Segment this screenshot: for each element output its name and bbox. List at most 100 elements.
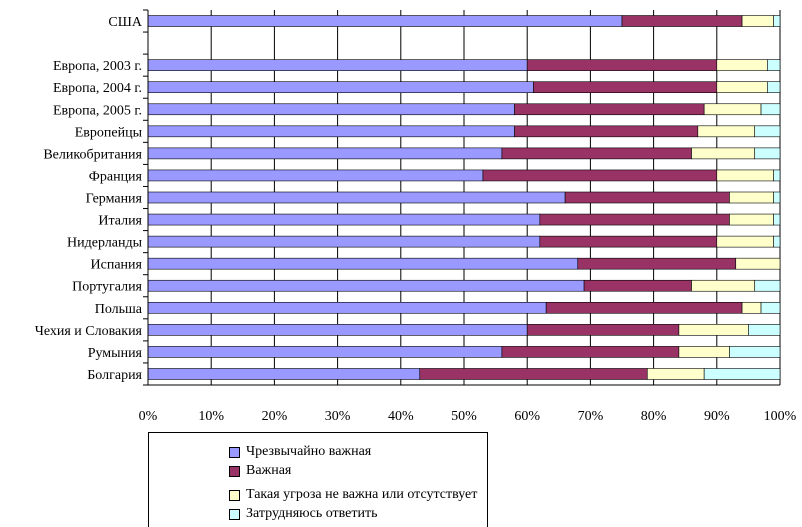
bar-segment	[533, 81, 718, 94]
bar-segment	[147, 59, 528, 71]
bar-segment	[735, 257, 781, 270]
bar-segment	[678, 346, 730, 358]
legend-item-important: Важная	[229, 462, 291, 480]
bar-segment	[767, 81, 781, 94]
bar-segment	[501, 346, 680, 358]
bar-segment	[419, 368, 648, 380]
bar-segment	[646, 368, 705, 380]
legend-label: Такая угроза не важна или отсутствует	[246, 487, 478, 502]
x-tick-label: 30%	[325, 409, 351, 424]
x-tick-label: 0%	[139, 409, 158, 424]
bar-segment	[147, 213, 541, 226]
bar-segment	[754, 279, 781, 292]
legend-item-extremely-important: Чрезвычайно важная	[229, 443, 371, 461]
legend-label: Затрудняюсь ответить	[246, 506, 378, 521]
legend-label: Чрезвычайно важная	[246, 444, 372, 459]
category-label: Болгария	[87, 368, 142, 383]
bar-segment	[147, 103, 515, 116]
bar-segment	[760, 103, 781, 116]
bar-segment	[501, 147, 692, 160]
bar-segment	[147, 257, 579, 270]
bar-segment	[147, 15, 623, 27]
bar-segment	[147, 169, 484, 182]
bar-segment	[147, 235, 541, 248]
category-labels: США Европа, 2003 г. Европа, 2004 г. Европа,…	[35, 15, 143, 383]
bar-segment	[147, 324, 528, 336]
bar-segment	[147, 191, 566, 204]
legend-item-not-important: Такая угроза не важна или отсутствует	[229, 486, 477, 504]
bar-segment	[539, 235, 718, 248]
bar-segment	[583, 279, 692, 292]
bar-segment	[754, 125, 781, 138]
bar-segment	[526, 59, 718, 71]
bar-segment	[741, 301, 762, 314]
category-label: Румыния	[88, 346, 143, 361]
category-label: Европа, 2003 г.	[53, 59, 142, 74]
legend-swatch	[229, 489, 240, 501]
bar-segment	[773, 191, 781, 204]
bar-segment	[691, 279, 756, 292]
bar-segment	[716, 235, 774, 248]
bar-segment	[729, 346, 781, 358]
bar-segment	[691, 147, 756, 160]
x-tick-label: 100%	[764, 409, 797, 424]
x-tick-label: 20%	[262, 409, 288, 424]
x-tick-label: 50%	[451, 409, 477, 424]
x-tick-label: 90%	[704, 409, 730, 424]
category-label: Европа, 2005 г.	[53, 103, 142, 118]
category-label: Чехия и Словакия	[35, 324, 143, 339]
bar-segment	[703, 368, 781, 380]
legend-swatch	[229, 465, 240, 477]
bar-segment	[577, 257, 737, 270]
category-label: Испания	[91, 258, 143, 273]
bar-segment	[697, 125, 756, 138]
category-label: Германия	[86, 192, 143, 207]
bar-segment	[729, 213, 774, 226]
bar-segment	[147, 147, 503, 160]
x-tick-labels: 0% 10% 20% 30% 40% 50% 60% 70% 80% 90% 100%	[139, 409, 797, 424]
bar-segment	[678, 324, 749, 336]
stacked-bar-chart: США Европа, 2003 г. Европа, 2004 г. Европа,…	[35, 9, 797, 424]
x-tick-label: 10%	[198, 409, 224, 424]
category-label: Франция	[89, 169, 143, 184]
bar-segment	[703, 103, 762, 116]
bar-segment	[147, 368, 421, 380]
bar-segment	[564, 191, 730, 204]
bar-segment	[147, 301, 547, 314]
bars	[147, 15, 781, 380]
bar-segment	[716, 169, 774, 182]
axes	[143, 9, 780, 386]
bar-segment	[545, 301, 743, 314]
bar-segment	[539, 213, 730, 226]
x-tick-label: 60%	[514, 409, 540, 424]
bar-segment	[147, 125, 515, 138]
category-label: США	[108, 15, 142, 30]
bar-segment	[482, 169, 718, 182]
bar-segment	[767, 59, 781, 71]
bar-segment	[716, 81, 768, 94]
bar-segment	[621, 15, 743, 27]
bar-segment	[147, 279, 585, 292]
category-label: Великобритания	[43, 147, 142, 162]
category-label: Европа, 2004 г.	[53, 81, 142, 96]
bar-segment	[773, 15, 781, 27]
category-label: Италия	[98, 214, 142, 229]
legend-item-hard-to-say: Затрудняюсь ответить	[229, 505, 378, 523]
legend-swatch	[229, 446, 240, 458]
category-label: Польша	[95, 302, 143, 317]
legend-label: Важная	[246, 463, 292, 478]
bar-segment	[514, 103, 705, 116]
legend-swatch	[229, 508, 240, 520]
bar-segment	[147, 346, 503, 358]
x-tick-label: 80%	[641, 409, 667, 424]
bar-segment	[773, 169, 781, 182]
bar-segment	[716, 59, 768, 71]
category-label: Португалия	[72, 280, 142, 295]
bar-segment	[741, 15, 774, 27]
bar-segment	[514, 125, 699, 138]
bar-segment	[526, 324, 680, 336]
bar-segment	[729, 191, 774, 204]
bar-segment	[748, 324, 781, 336]
bar-segment	[773, 213, 781, 226]
x-tick-label: 70%	[578, 409, 604, 424]
